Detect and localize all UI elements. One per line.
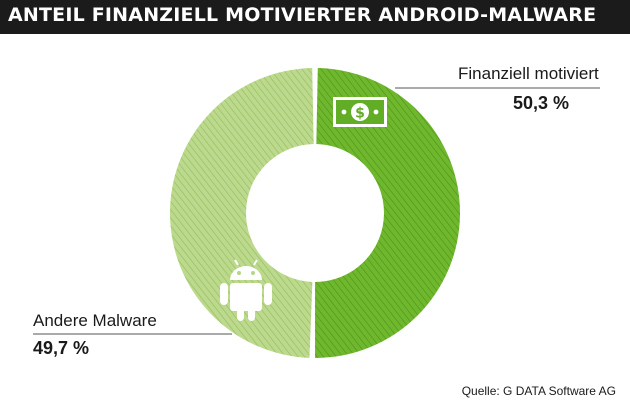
title-bar: ANTEIL FINANZIELL MOTIVIERTER ANDROID-MA… bbox=[0, 0, 630, 34]
value-andere-malware: 49,7 % bbox=[33, 338, 90, 358]
slice-andere-malware bbox=[170, 68, 314, 358]
slice-finanziell-motiviert bbox=[315, 68, 461, 358]
leader-lines bbox=[33, 87, 600, 335]
donut-chart: $ bbox=[33, 68, 600, 358]
label-andere-malware: Andere Malware bbox=[33, 311, 157, 330]
label-finanziell-motiviert: Finanziell motiviert bbox=[458, 64, 599, 83]
svg-text:$: $ bbox=[355, 106, 365, 122]
android-robot-icon bbox=[220, 259, 272, 321]
source-note: Quelle: G DATA Software AG bbox=[461, 384, 616, 398]
chart-title: ANTEIL FINANZIELL MOTIVIERTER ANDROID-MA… bbox=[8, 4, 597, 26]
value-finanziell-motiviert: 50,3 % bbox=[513, 93, 570, 113]
slices-group bbox=[170, 68, 461, 358]
dollar-bill-icon: $ bbox=[333, 97, 387, 127]
